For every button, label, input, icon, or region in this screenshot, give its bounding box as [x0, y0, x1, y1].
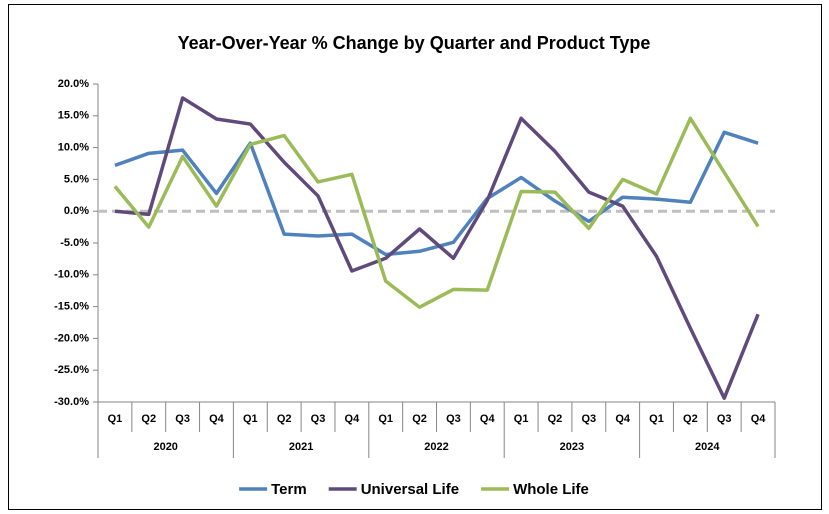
legend-label: Universal Life [361, 481, 459, 498]
x-tick-label: Q4 [345, 413, 361, 425]
y-tick-label: -20.0% [54, 332, 89, 344]
y-tick-label: 20.0% [58, 78, 89, 90]
x-tick-label: Q2 [683, 413, 698, 425]
x-group-label: 2021 [289, 441, 313, 453]
x-group-label: 2023 [560, 441, 584, 453]
y-tick-label: 10.0% [58, 142, 89, 154]
legend-label: Whole Life [513, 481, 589, 498]
x-tick-label: Q1 [108, 413, 123, 425]
y-tick-label: 0.0% [64, 205, 89, 217]
x-tick-label: Q3 [311, 413, 326, 425]
x-tick-label: Q3 [717, 413, 732, 425]
x-group-label: 2022 [424, 441, 448, 453]
x-tick-label: Q3 [446, 413, 461, 425]
x-tick-label: Q3 [175, 413, 190, 425]
legend-label: Term [271, 481, 307, 498]
y-tick-label: 15.0% [58, 110, 89, 122]
y-tick-label: -15.0% [54, 301, 89, 313]
y-tick-label: 5.0% [64, 173, 89, 185]
x-tick-label: Q1 [243, 413, 258, 425]
y-tick-label: -10.0% [54, 269, 89, 281]
series-line [114, 96, 760, 400]
x-tick-label: Q4 [751, 413, 767, 425]
x-tick-label: Q2 [412, 413, 427, 425]
series-line [114, 130, 759, 257]
x-group-label: 2024 [695, 441, 720, 453]
x-tick-label: Q1 [514, 413, 529, 425]
series-line [113, 116, 760, 309]
x-group-label: 2020 [153, 441, 177, 453]
y-tick-label: -5.0% [60, 237, 89, 249]
chart-title: Year-Over-Year % Change by Quarter and P… [178, 33, 651, 53]
x-tick-label: Q2 [141, 413, 156, 425]
x-tick-label: Q3 [581, 413, 596, 425]
x-tick-label: Q4 [480, 413, 496, 425]
x-tick-label: Q2 [277, 413, 292, 425]
chart-frame [8, 4, 822, 510]
x-tick-label: Q4 [615, 413, 631, 425]
x-tick-label: Q1 [649, 413, 664, 425]
y-tick-label: -30.0% [54, 396, 89, 408]
y-tick-label: -25.0% [54, 364, 89, 376]
x-tick-label: Q2 [548, 413, 563, 425]
x-tick-label: Q4 [209, 413, 225, 425]
x-tick-label: Q1 [378, 413, 393, 425]
